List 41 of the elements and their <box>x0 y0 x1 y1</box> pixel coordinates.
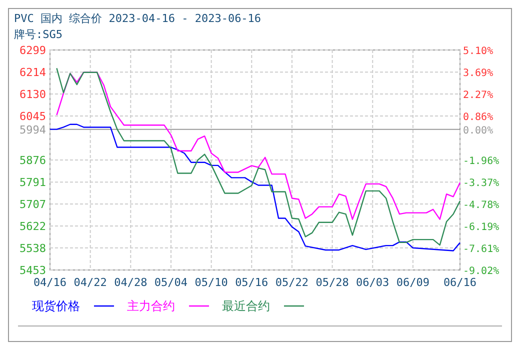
y-tick-label: 5994 <box>20 123 46 136</box>
x-tick-label: 06/16 <box>443 276 477 289</box>
y-tick-label: 6214 <box>20 66 46 80</box>
legend-label: 主力合约 <box>127 299 175 313</box>
y2-tick-label: 0.00% <box>463 125 494 136</box>
line-series <box>56 72 461 220</box>
chart-subtitle: 牌号:SG5 <box>14 28 62 41</box>
y2-tick-label: -3.37% <box>463 178 500 189</box>
y-tick-label: 5538 <box>20 242 46 255</box>
y-tick-label: 5876 <box>20 154 46 167</box>
y-tick-label: 6299 <box>20 44 46 57</box>
y2-tick-label: -7.61% <box>463 244 500 256</box>
y2-tick-label: -9.02% <box>463 266 500 277</box>
legend-label: 现货价格 <box>32 299 80 313</box>
y-tick-label: 5453 <box>20 264 46 277</box>
x-tick-label: 05/28 <box>316 276 349 289</box>
legend-label: 最近合约 <box>222 299 270 313</box>
x-tick-label: 06/09 <box>396 276 430 289</box>
y-tick-label: 5707 <box>20 198 46 211</box>
x-tick-label: 04/22 <box>74 276 107 289</box>
y-tick-label: 5622 <box>20 220 46 234</box>
line-series <box>49 124 461 252</box>
y-tick-label: 5791 <box>20 176 46 190</box>
x-tick-label: 05/04 <box>154 276 188 289</box>
x-tick-label: 04/16 <box>33 276 67 289</box>
y2-tick-label: 3.69% <box>463 68 494 79</box>
y2-tick-label: -4.78% <box>463 200 500 211</box>
x-tick-label: 06/03 <box>356 276 390 289</box>
y2-tick-label: 5.10% <box>463 46 494 57</box>
y2-tick-label: 0.86% <box>463 112 494 124</box>
y-tick-label: 6045 <box>20 110 46 124</box>
line-series <box>56 68 461 246</box>
y2-tick-label: 2.27% <box>463 90 494 102</box>
chart-title: PVC 国内 综合价 2023-04-16 - 2023-06-16 <box>14 12 262 25</box>
x-tick-label: 05/16 <box>235 276 268 289</box>
x-tick-label: 04/28 <box>114 276 148 289</box>
x-tick-label: 05/10 <box>194 276 228 289</box>
y-tick-label: 6130 <box>20 88 46 101</box>
y2-tick-label: -6.19% <box>463 222 500 233</box>
x-tick-label: 05/22 <box>275 276 309 289</box>
y2-tick-label: -1.96% <box>463 156 500 167</box>
